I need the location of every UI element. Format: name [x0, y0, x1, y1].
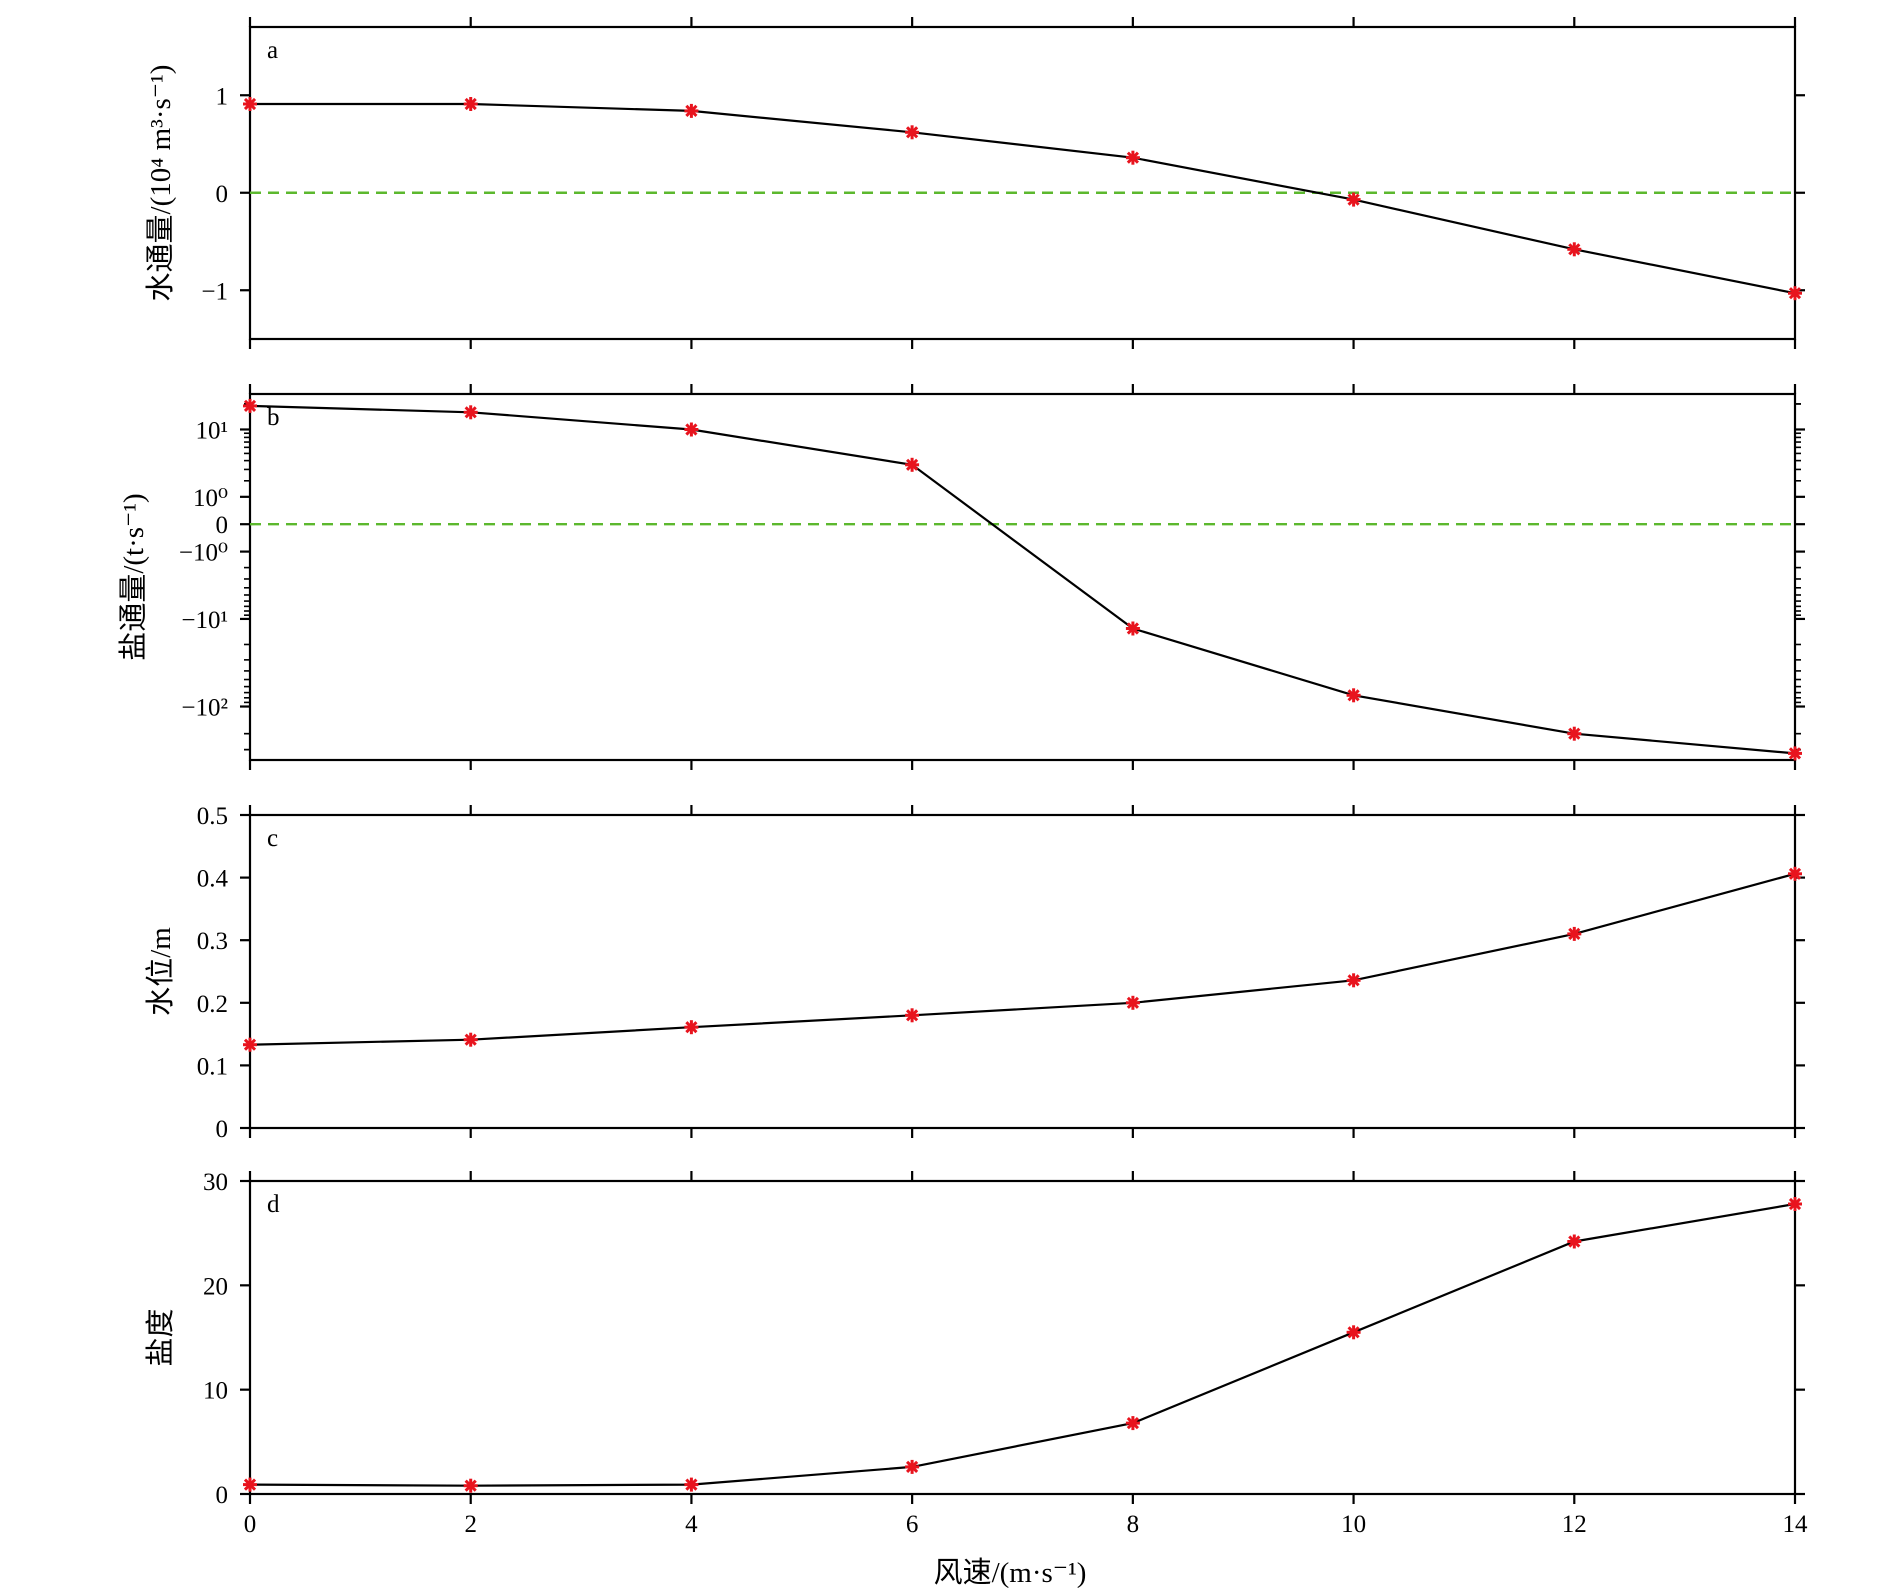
panel-frame	[248, 25, 1797, 341]
data-point-marker	[1788, 866, 1802, 881]
data-point-marker	[905, 457, 920, 472]
y-tick-label: −1	[201, 278, 228, 305]
data-point-marker	[1125, 995, 1140, 1010]
panel-frame	[248, 813, 1797, 1130]
y-tick-label: −10⁰	[179, 540, 228, 567]
panel-letter: c	[267, 825, 278, 852]
x-tick-label: 14	[1783, 1511, 1809, 1538]
series-line	[249, 1202, 1796, 1487]
x-tick-label: 4	[685, 1511, 698, 1538]
data-point-marker	[1346, 688, 1361, 703]
y-tick-label: 30	[203, 1169, 228, 1196]
data-point-marker	[1567, 726, 1582, 741]
y-tick-label: 0	[216, 181, 229, 208]
x-tick-label: 2	[464, 1511, 477, 1538]
y-tick-label: 0.5	[197, 803, 228, 830]
panel-frame	[248, 1179, 1797, 1496]
y-tick-label: −10²	[181, 695, 228, 722]
data-point-marker	[1346, 1325, 1361, 1340]
y-tick-label: 0.3	[197, 928, 228, 955]
data-point-marker	[463, 97, 478, 111]
data-point-marker	[684, 1020, 699, 1035]
y-tick-label: 0.1	[197, 1053, 228, 1080]
data-point-marker	[1788, 286, 1802, 301]
data-point-marker	[1788, 1197, 1802, 1211]
y-tick-label: 1	[216, 83, 229, 110]
x-tick-label: 8	[1127, 1511, 1140, 1538]
data-point-marker	[1788, 746, 1802, 761]
panel-d: 0 10 20 30 d 盐度	[144, 1169, 1805, 1509]
y-tick-label: 0	[216, 512, 229, 539]
y-tick-label: 0	[216, 1482, 229, 1509]
data-point-marker	[905, 1459, 920, 1474]
panel-letter: b	[267, 404, 280, 431]
x-tick-label: 10	[1341, 1511, 1366, 1538]
data-point-marker	[905, 125, 920, 140]
x-tick-label: 6	[906, 1511, 919, 1538]
y-axis-title: 水通量/(10⁴ m³·s⁻¹)	[144, 65, 177, 302]
panel-letter: a	[267, 37, 278, 64]
series-line	[249, 872, 1796, 1046]
y-axis-title: 盐度	[144, 1308, 177, 1366]
x-axis-title: 风速/(m·s⁻¹)	[934, 1557, 1087, 1588]
y-tick-label: −10¹	[181, 607, 228, 634]
data-point-marker	[684, 1477, 699, 1492]
series-line	[250, 102, 1796, 295]
x-axis-labels: 0 2 4 6 8 10 12 14	[244, 1511, 1808, 1538]
y-tick-label: 0	[216, 1116, 229, 1143]
data-point-marker	[684, 103, 699, 118]
data-point-marker	[243, 97, 257, 111]
y-axis-title: 盐通量/(t·s⁻¹)	[117, 493, 150, 660]
data-point-marker	[243, 1477, 257, 1492]
data-point-marker	[1346, 192, 1361, 207]
y-tick-label: 0.4	[197, 866, 229, 893]
y-tick-label: 20	[203, 1273, 228, 1300]
panel-frame	[248, 392, 1797, 762]
data-point-marker	[905, 1008, 920, 1023]
panel-a: −1 0 1 a 水通量/(10⁴ m³·s⁻¹)	[144, 17, 1805, 349]
data-point-marker	[684, 422, 699, 437]
data-point-marker	[1125, 1416, 1140, 1431]
y-axis-title: 水位/m	[144, 927, 177, 1016]
y-tick-label: 0.2	[197, 991, 228, 1018]
data-point-marker	[1567, 242, 1582, 257]
data-point-marker	[243, 398, 257, 413]
y-tick-label: 10¹	[196, 417, 229, 444]
data-point-marker	[243, 1037, 257, 1052]
panel-c: 0 0.1 0.2 0.3 0.4 0.5 c 水位/m	[144, 803, 1805, 1143]
data-point-marker	[1567, 926, 1582, 941]
data-point-marker	[1567, 1234, 1582, 1249]
data-point-marker	[463, 1032, 478, 1047]
panel-letter: d	[267, 1191, 280, 1218]
y-tick-label: 10⁰	[193, 485, 228, 512]
data-point-marker	[1125, 150, 1140, 165]
y-tick-label: 10	[203, 1378, 228, 1405]
series-line	[249, 404, 1796, 755]
data-point-marker	[463, 1478, 478, 1493]
data-point-marker	[463, 405, 478, 420]
x-tick-label: 0	[244, 1511, 257, 1538]
data-point-marker	[1346, 973, 1361, 988]
data-point-marker	[1125, 621, 1140, 636]
x-tick-label: 12	[1562, 1511, 1587, 1538]
